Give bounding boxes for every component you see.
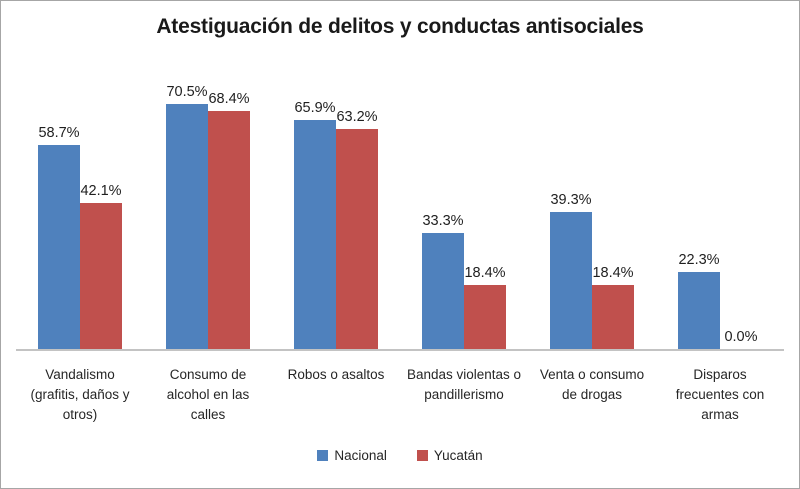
bar-group-venta-o: 39.3% 18.4% — [528, 71, 656, 349]
legend-item-yucatan: Yucatán — [416, 448, 483, 463]
data-label-yucatan: 42.1% — [80, 182, 122, 199]
data-label-yucatan: 18.4% — [592, 265, 634, 282]
plot-area: 58.7% 42.1% 70.5% 68.4% 65.9% 63.2% 33.3% 18.4%… — [16, 71, 784, 351]
x-axis-category-row: Vandalismo (grafitis, daños y otros) Cons… — [16, 365, 784, 425]
data-label-nacional: 22.3% — [678, 251, 720, 268]
legend-item-nacional: Nacional — [317, 448, 387, 463]
bar-group-robos-o: 65.9% 63.2% — [272, 71, 400, 349]
legend: Nacional Yucatán — [1, 448, 799, 463]
bar-yucatan: 42.1% — [80, 183, 122, 349]
bar-nacional: 33.3% — [422, 213, 464, 349]
bar-nacional: 65.9% — [294, 100, 336, 349]
bar-yucatan: 68.4% — [208, 91, 250, 349]
bar-nacional: 39.3% — [550, 192, 592, 349]
bar-nacional: 22.3% — [678, 252, 720, 349]
bar-nacional: 70.5% — [166, 84, 208, 349]
data-label-nacional: 39.3% — [550, 192, 592, 209]
bar-yucatan: 18.4% — [464, 265, 506, 349]
category-label: Bandas violentas o pandillerismo — [406, 367, 522, 402]
category-label: Robos o asaltos — [287, 367, 385, 382]
category-label: Consumo de alcohol en las calles — [166, 367, 250, 422]
bar-nacional: 58.7% — [38, 125, 80, 349]
bar-yucatan: 18.4% — [592, 265, 634, 349]
bar-group-consumo-de: 70.5% 68.4% — [144, 71, 272, 349]
bar-group-vandalismo-grafitis: 58.7% 42.1% — [16, 71, 144, 349]
data-label-nacional: 65.9% — [294, 100, 336, 116]
legend-swatch-icon — [317, 450, 329, 461]
category-label: Vandalismo (grafitis, daños y otros) — [30, 367, 130, 422]
data-label-nacional: 58.7% — [38, 125, 80, 142]
bar-group-disparos-frecuentes: 22.3% 0.0% — [656, 71, 784, 349]
bar-group-bandas-violentas: 33.3% 18.4% — [400, 71, 528, 349]
data-label-yucatan: 63.2% — [336, 109, 378, 126]
data-label-nacional: 33.3% — [422, 213, 464, 230]
category-label: Disparos frecuentes con armas — [675, 367, 765, 422]
bar-yucatan: 63.2% — [336, 109, 378, 349]
data-label-yucatan: 18.4% — [464, 265, 506, 282]
data-label-yucatan: 0.0% — [724, 329, 758, 345]
legend-label: Yucatán — [433, 448, 483, 463]
legend-label: Nacional — [334, 448, 387, 463]
category-label: Venta o consumo de drogas — [539, 367, 645, 402]
legend-swatch-icon — [416, 450, 428, 461]
data-label-yucatan: 68.4% — [208, 91, 250, 108]
data-label-nacional: 70.5% — [166, 84, 208, 101]
chart-title: Atestiguación de delitos y conductas ant… — [156, 15, 644, 38]
